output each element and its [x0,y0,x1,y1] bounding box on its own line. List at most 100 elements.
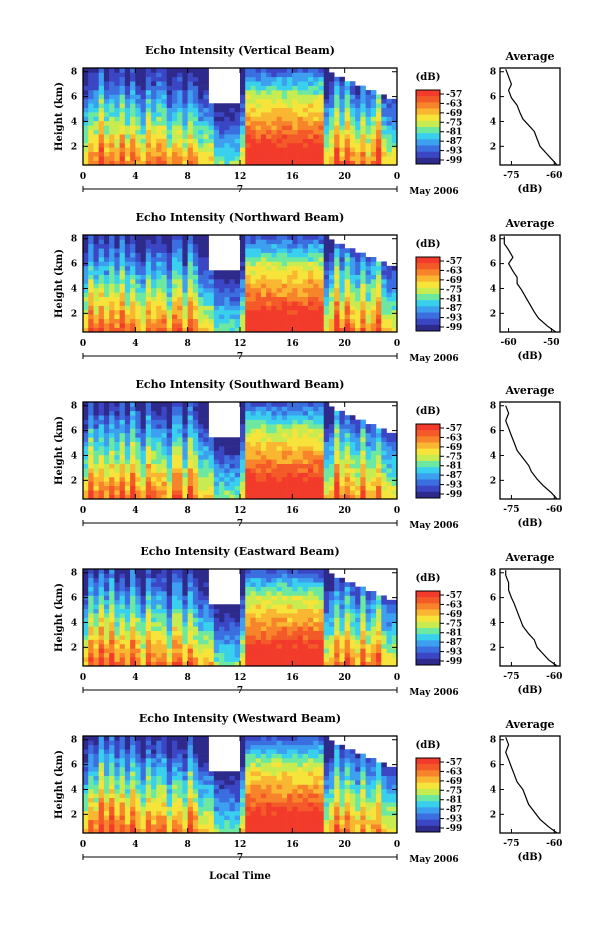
heatmap-cell [98,410,105,416]
heatmap-cell [198,248,204,253]
heatmap-cell [260,494,267,500]
heatmap-cell [177,652,183,658]
heatmap-cell [386,156,393,161]
heatmap-cell [240,116,246,122]
heatmap-cell [386,292,393,298]
heatmap-cell [292,608,298,614]
heatmap-cell [114,270,120,275]
heatmap-cell [276,635,283,640]
heatmap-cell [161,608,168,614]
heatmap-cell [203,138,209,144]
heatmap-cell [281,494,288,500]
heatmap-cell [328,129,335,135]
heatmap-cell [318,494,325,500]
heatmap-cell [151,454,157,460]
heatmap-cell [323,441,330,447]
heatmap-cell [208,468,215,473]
heatmap-cell [365,309,372,315]
heatmap-cell [365,125,372,131]
heatmap-cell [145,305,152,311]
heatmap-cell [182,569,188,574]
heatmap-cell [339,309,345,315]
heatmap-cell [161,98,168,104]
heatmap-cell [177,81,183,86]
heatmap-cell [229,283,236,289]
heatmap-cell [365,160,372,166]
heatmap-cell [161,129,168,135]
heatmap-cell [187,582,194,587]
heatmap-cell [234,490,241,495]
heatmap-cell [140,463,147,469]
heatmap-cell [250,661,256,667]
heatmap-cell [187,432,194,438]
heatmap-cell [151,301,157,306]
heatmap-cell [98,599,105,605]
heatmap-cell [260,410,267,416]
heatmap-cell [302,129,309,135]
heatmap-cell [114,257,120,262]
heatmap-cell [250,485,256,491]
heatmap-cell [98,450,105,456]
heatmap-cell [161,599,168,605]
x-tick-label: 4 [132,506,138,516]
heatmap-cell [156,617,162,623]
heatmap-cell [281,94,288,100]
heatmap-cell [98,635,105,640]
heatmap-cell [177,591,183,596]
heatmap-cell [88,613,94,618]
heatmap-cell [365,90,372,95]
heatmap-cell [349,129,356,135]
heatmap-cell [171,279,178,284]
heatmap-cell [182,494,188,500]
heatmap-cell [318,243,325,249]
heatmap-cell [124,652,131,658]
heatmap-cell [365,98,372,104]
heatmap-cell [308,235,314,240]
heatmap-cell [161,582,168,587]
heatmap-cell [334,283,340,289]
heatmap-cell [224,617,230,623]
heatmap-cell [224,296,230,302]
heatmap-cell [130,472,136,478]
heatmap-cell [119,661,126,667]
heatmap-cell [240,257,246,262]
heatmap-cell [266,604,272,609]
heatmap-cell [245,586,251,592]
heatmap-cell [88,621,94,627]
heatmap-cell [219,661,225,667]
heatmap-cell [187,279,194,284]
heatmap-cell [161,450,168,456]
heatmap-cell [328,626,335,632]
heatmap-cell [318,94,325,100]
heatmap-cell [198,81,204,86]
heatmap-cell [208,314,215,320]
heatmap-cell [381,151,387,157]
heatmap-cell [292,309,298,315]
heatmap-cell [281,283,288,289]
heatmap-cell [124,582,131,587]
heatmap-cell [250,134,256,139]
heatmap-cell [192,327,199,333]
heatmap-cell [140,323,147,328]
heatmap-cell [308,142,314,148]
heatmap-cell [292,76,298,82]
heatmap-cell [219,613,225,618]
heatmap-cell [166,103,173,108]
heatmap-cell [318,406,325,412]
heatmap-cell [234,156,241,161]
heatmap-cell [130,652,136,658]
heatmap-cell [103,586,110,592]
heatmap-cell [376,494,382,500]
heatmap-cell [313,661,319,667]
heatmap-cell [360,450,366,456]
heatmap-cell [145,652,152,658]
heatmap-cell [182,481,188,487]
heatmap-cell [135,432,141,438]
heatmap-cell [308,314,314,320]
heatmap-cell [297,248,304,253]
heatmap-cell [365,454,372,460]
heatmap-cell [376,309,382,315]
heatmap-cell [302,463,309,469]
heatmap-cell [114,463,120,469]
heatmap-cell [308,112,314,117]
